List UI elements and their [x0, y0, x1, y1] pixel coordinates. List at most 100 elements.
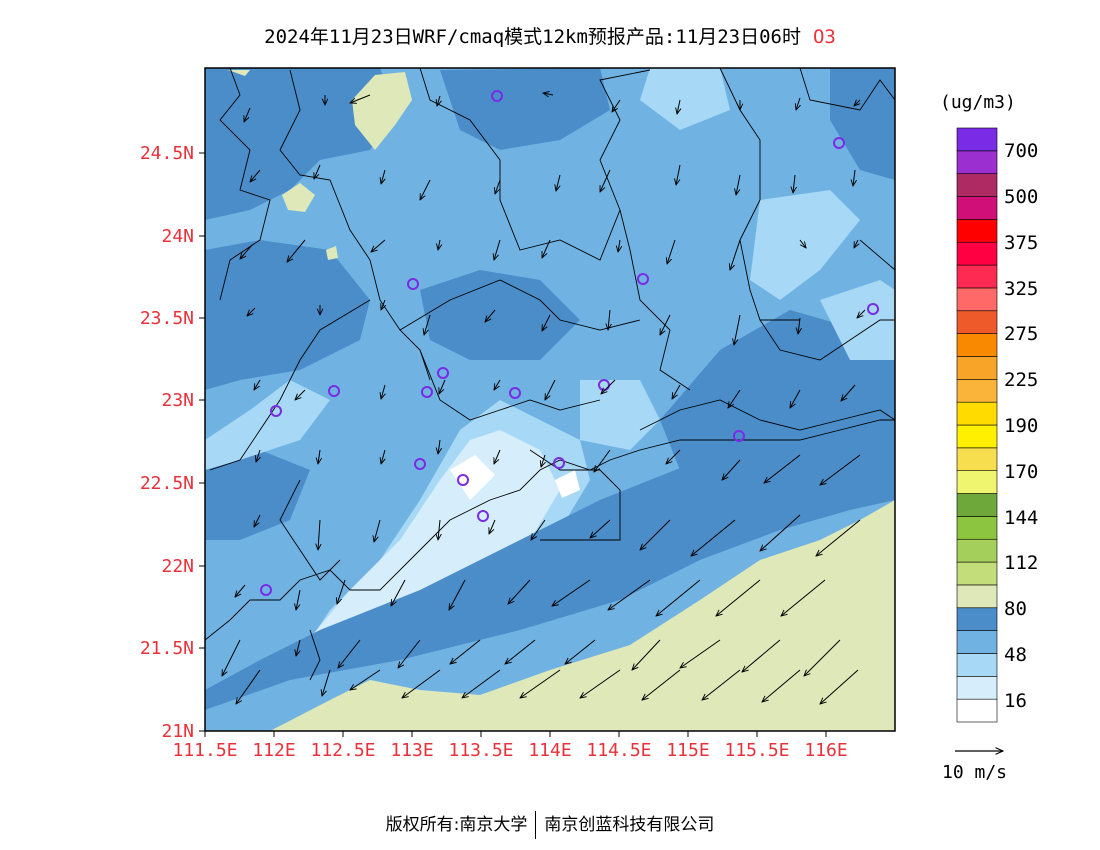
- wind-arrow: [601, 379, 616, 394]
- colorbar-label: 275: [1004, 323, 1039, 345]
- pollutant-label: O3: [812, 26, 836, 48]
- wind-arrow: [820, 669, 859, 704]
- colorbar-segment: [956, 584, 998, 609]
- lon-label: 114E: [528, 740, 572, 761]
- lon-label: 114.5E: [586, 740, 652, 761]
- wind-arrow: [495, 179, 501, 194]
- colorbar-label: 16: [1004, 690, 1027, 712]
- wind-arrow: [666, 449, 681, 464]
- colorbar-segment: [956, 219, 998, 243]
- lon-label: 112.5E: [310, 740, 376, 761]
- colorbar-segment: [956, 424, 998, 449]
- wind-arrow: [318, 519, 320, 550]
- wind-arrow: [254, 379, 261, 390]
- lon-label: 112E: [252, 740, 296, 761]
- wind-arrow: [438, 439, 440, 454]
- station-marker: [437, 367, 449, 379]
- wind-arrow: [702, 669, 741, 700]
- colorbar-segment: [956, 698, 998, 723]
- colorbar-segment: [956, 516, 998, 540]
- wind-arrow: [254, 514, 261, 527]
- wind-arrow: [508, 579, 531, 604]
- wind-arrow: [222, 639, 241, 676]
- wind-arrow: [841, 384, 856, 401]
- copyright-right: 南京创蓝科技有限公司: [544, 815, 715, 835]
- station-marker: [867, 303, 879, 315]
- wind-arrow: [672, 384, 681, 399]
- station-marker: [733, 430, 745, 442]
- colorbar-label: 48: [1004, 644, 1027, 666]
- lon-label: 111.5E: [172, 740, 238, 761]
- colorbar-segment: [956, 561, 998, 586]
- lat-label: 24.5N: [139, 143, 194, 164]
- wind-arrow: [439, 379, 446, 394]
- wind-arrow: [531, 519, 546, 540]
- wind-arrow: [541, 239, 551, 258]
- station-marker: [477, 510, 489, 522]
- wind-arrow: [350, 669, 381, 690]
- lat-label: 21N: [161, 721, 194, 742]
- wind-arrow: [485, 309, 496, 322]
- wind-arrow: [760, 514, 801, 551]
- wind-arrow: [691, 519, 736, 556]
- colorbar-segment: [956, 607, 998, 631]
- lon-label: 113E: [390, 740, 434, 761]
- wind-arrow: [853, 169, 855, 186]
- station-marker: [833, 137, 845, 149]
- wind-arrow: [520, 669, 561, 698]
- lon-label: 116E: [804, 740, 848, 761]
- wind-arrow: [667, 239, 676, 264]
- wind-arrow: [656, 579, 701, 616]
- wind-arrow: [716, 579, 761, 616]
- colorbar-label: 80: [1004, 598, 1027, 620]
- wind-arrow: [590, 519, 611, 538]
- station-marker: [328, 385, 340, 397]
- wind-arrow: [424, 314, 431, 335]
- lat-label: 21.5N: [139, 638, 194, 659]
- wind-arrow: [543, 93, 554, 95]
- wind-arrow: [796, 97, 800, 110]
- wind-arrow: [722, 459, 741, 480]
- wind-legend-label: 10 m/s: [942, 762, 1008, 783]
- wind-arrow: [730, 239, 741, 270]
- wind-arrow: [764, 454, 801, 483]
- wind-arrow: [793, 174, 795, 193]
- title-text: 2024年11月23日WRF/cmaq模式12km预报产品:11月23日06时: [264, 26, 801, 48]
- station-marker: [491, 90, 503, 102]
- wind-arrow: [462, 669, 501, 698]
- colorbar-label: 112: [1004, 552, 1039, 574]
- copyright-left: 版权所有:南京大学: [385, 815, 528, 835]
- wind-arrow: [680, 639, 721, 668]
- station-marker: [509, 387, 521, 399]
- wind-arrow: [642, 669, 681, 700]
- wind-arrow: [296, 639, 300, 656]
- wind-arrow: [438, 519, 440, 540]
- wind-arrow: [857, 309, 866, 318]
- wind-arrow: [736, 174, 741, 195]
- lon-ticks: [204, 731, 827, 737]
- wind-arrow: [820, 454, 861, 485]
- wind-arrow: [640, 519, 671, 550]
- wind-arrow: [565, 639, 596, 664]
- wind-arrow: [295, 389, 306, 400]
- lat-label: 23N: [161, 390, 194, 411]
- colorbar-unit: (ug/m3): [940, 92, 1016, 113]
- colorbar-segment: [956, 401, 998, 426]
- colorbar-segment: [956, 493, 998, 517]
- wind-arrow: [742, 639, 781, 672]
- colorbar-segment: [956, 287, 998, 312]
- colorbar: [956, 127, 998, 723]
- colorbar-label: 190: [1004, 415, 1039, 437]
- wind-arrow: [798, 317, 800, 334]
- lat-label: 23.5N: [139, 308, 194, 329]
- lat-label: 22N: [161, 556, 194, 577]
- wind-arrow: [381, 299, 385, 310]
- wind-arrow: [338, 639, 361, 668]
- wind-arrow: [762, 669, 801, 702]
- colorbar-segment: [956, 150, 998, 174]
- wind-arrow: [337, 579, 346, 604]
- wind-arrow: [734, 314, 741, 345]
- wind-arrow: [235, 584, 246, 597]
- wind-arrow: [612, 99, 621, 112]
